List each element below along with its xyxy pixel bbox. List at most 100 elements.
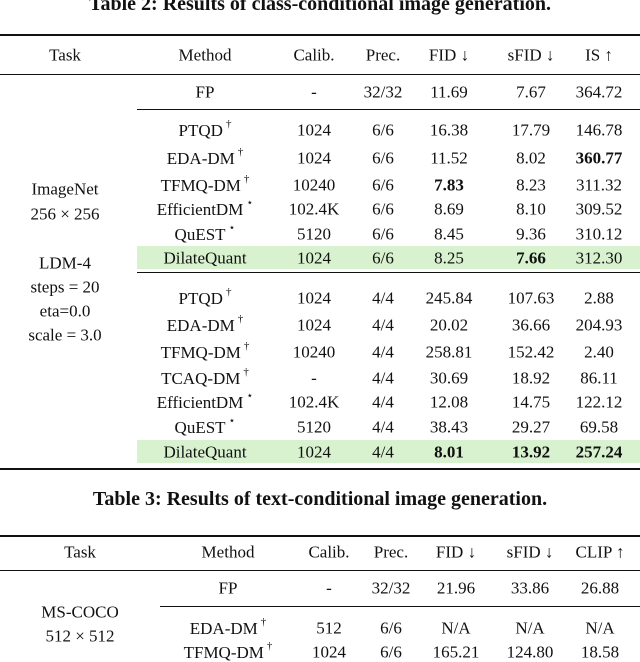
column-header: Method [178,45,232,65]
cell: 4/4 [372,368,394,388]
cell: 152.42 [507,342,555,362]
cell: - [311,368,317,388]
column-header: Prec. [373,542,409,562]
method-name: EDA-DM † [166,313,244,335]
method-marker: † [243,366,249,379]
cell: 364.72 [575,82,623,102]
cell: N/A [441,618,471,638]
cell: 10240 [292,175,336,195]
cell: 512 [316,618,342,638]
method-name: DilateQuant [163,248,247,268]
cell: 102.4K [288,199,340,219]
cell: 7.67 [516,82,546,102]
cell: 11.52 [430,148,468,168]
rule [0,34,640,36]
method-marker: † [266,640,273,653]
method-marker: † [237,313,244,326]
task-label: ImageNet [31,179,99,199]
cell: 124.80 [506,642,554,662]
column-header: Prec. [365,45,401,65]
cell: 86.11 [580,368,618,388]
cell: 6/6 [372,224,394,244]
cell: 21.96 [436,578,476,598]
cell: 8.69 [434,199,464,219]
cell: 17.79 [511,120,551,140]
cell: 18.92 [511,368,551,388]
rule [137,272,640,273]
method-marker: ⋆ [228,415,236,428]
cell: 2.88 [584,288,614,308]
cell: 122.12 [575,392,623,412]
method-name: TFMQ-DM † [183,640,273,662]
cell: 311.32 [575,175,623,195]
method-name: FP [218,578,238,598]
cell: 38.43 [429,417,469,437]
highlight-row [137,246,640,269]
method-name: EfficientDM ⋆ [156,390,254,412]
method-name: EDA-DM † [189,616,267,638]
cell: 1024 [297,248,331,268]
cell: 309.52 [575,199,623,219]
cell: N/A [585,618,615,638]
cell: 146.78 [575,120,623,140]
cell: 32/32 [371,578,411,598]
column-header: sFID ↓ [507,45,555,65]
method-name: TFMQ-DM † [160,173,250,195]
task-label: scale = 3.0 [28,325,102,345]
cell: 69.58 [579,417,619,437]
cell: 6/6 [380,642,402,662]
cell: 6/6 [372,248,394,268]
cell: 7.66 [516,248,546,268]
cell: 30.69 [429,368,469,388]
cell: 102.4K [288,392,340,412]
cell: 13.92 [511,442,551,462]
method-name: DilateQuant [163,442,247,462]
cell: 1024 [297,288,331,308]
method-name: PTQD † [178,286,232,308]
cell: 1024 [312,642,346,662]
method-marker: ⋆ [228,222,236,235]
column-header: Calib. [308,542,350,562]
cell: 4/4 [372,417,394,437]
cell: 20.02 [429,315,469,335]
cell: 6/6 [372,148,394,168]
cell: - [311,82,317,102]
cell: 36.66 [511,315,551,335]
cell: 107.63 [507,288,555,308]
cell: 8.45 [434,224,464,244]
method-name: QuEST ⋆ [174,222,236,244]
cell: 12.08 [429,392,469,412]
method-marker: † [237,146,244,159]
cell: 7.83 [434,175,464,195]
cell: 8.10 [516,199,546,219]
cell: 1024 [297,148,331,168]
cell: 5120 [297,224,331,244]
method-marker: ⋆ [246,197,254,210]
task-label: LDM-4 [39,253,91,273]
cell: 8.01 [434,442,464,462]
cell: 29.27 [511,417,551,437]
table-caption: Table 3: Results of text-conditional ima… [92,488,548,510]
cell: N/A [515,618,545,638]
column-header: Task [49,45,81,65]
method-marker: † [243,173,250,186]
cell: 245.84 [425,288,473,308]
cell: 26.88 [580,578,620,598]
cell: 5120 [297,417,331,437]
cell: 8.02 [516,148,546,168]
column-header: sFID ↓ [506,542,554,562]
column-header: FID ↓ [428,45,470,65]
cell: 6/6 [372,120,394,140]
method-name: QuEST ⋆ [174,415,236,437]
task-label: steps = 20 [30,277,100,297]
rule [137,109,640,110]
column-header: FID ↓ [435,542,477,562]
table-caption: Table 2: Results of class-conditional im… [88,0,552,15]
cell: 204.93 [575,315,623,335]
cell: 9.36 [516,224,546,244]
cell: 10240 [292,342,336,362]
cell: 165.21 [432,642,480,662]
cell: 2.40 [584,342,614,362]
cell: 4/4 [372,342,394,362]
